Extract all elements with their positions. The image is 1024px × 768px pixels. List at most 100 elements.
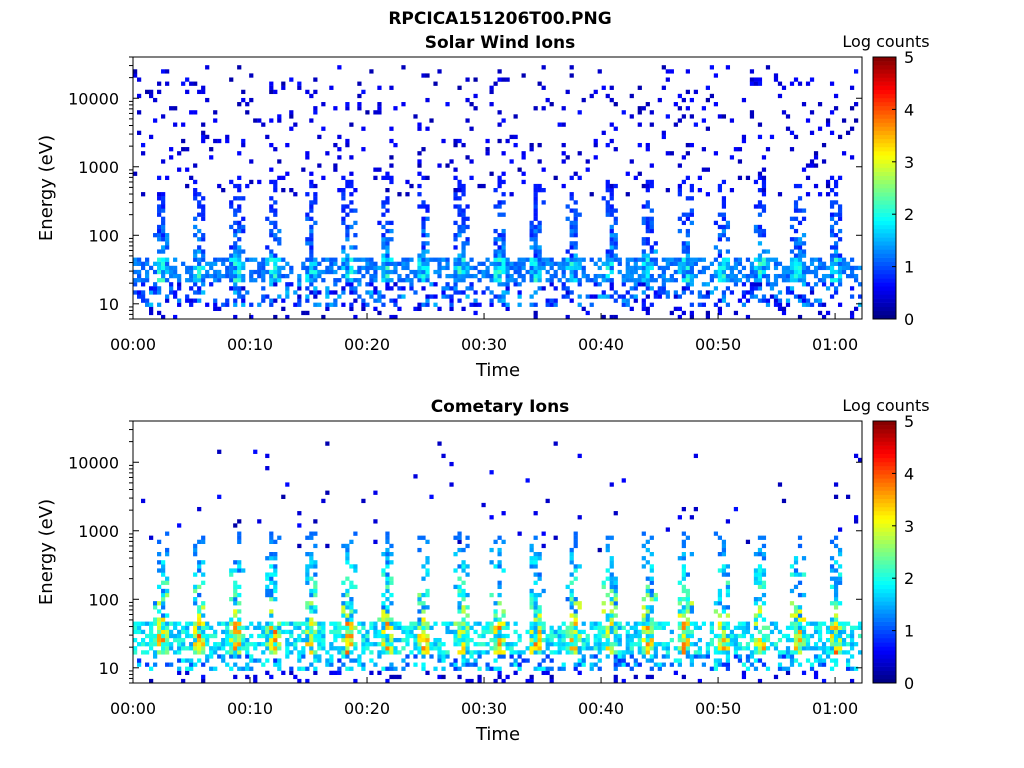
- heatmap-cell: [669, 261, 674, 266]
- heatmap-cell: [697, 294, 702, 299]
- colorbar-segment: [873, 482, 896, 487]
- heatmap-cell: [621, 298, 626, 303]
- heatmap-cell: [253, 642, 258, 647]
- heatmap-cell: [417, 625, 422, 630]
- heatmap-cell: [609, 642, 614, 647]
- heatmap-cell: [389, 662, 394, 667]
- heatmap-cell: [605, 183, 610, 189]
- heatmap-cell: [497, 666, 502, 671]
- heatmap-cell: [189, 621, 194, 626]
- heatmap-cell: [773, 646, 779, 651]
- heatmap-cell: [737, 658, 743, 663]
- heatmap-cell: [225, 138, 230, 144]
- heatmap-cell: [269, 646, 274, 651]
- heatmap-cell: [233, 560, 238, 565]
- heatmap-cell: [265, 453, 270, 459]
- heatmap-cell: [793, 609, 799, 614]
- heatmap-cell: [537, 617, 542, 622]
- heatmap-cell: [305, 572, 310, 577]
- heatmap-cell: [373, 261, 378, 266]
- heatmap-cell: [157, 637, 162, 643]
- heatmap-cell: [273, 552, 278, 557]
- heatmap-cell: [701, 302, 706, 307]
- heatmap-cell: [493, 261, 498, 266]
- heatmap-cell: [713, 102, 719, 107]
- heatmap-cell: [221, 642, 226, 647]
- heatmap-cell: [425, 302, 430, 307]
- heatmap-cell: [457, 547, 462, 553]
- heatmap-cell: [773, 257, 779, 262]
- heatmap-cell: [649, 568, 654, 573]
- heatmap-cell: [361, 126, 366, 131]
- heatmap-cell: [265, 245, 270, 250]
- heatmap-cell: [273, 658, 278, 663]
- heatmap-cell: [757, 637, 763, 643]
- heatmap-cell: [357, 294, 362, 299]
- heatmap-cell: [597, 642, 602, 647]
- heatmap-cell: [337, 294, 342, 299]
- heatmap-cell: [249, 654, 254, 659]
- heatmap-cell: [465, 237, 470, 242]
- heatmap-cell: [465, 204, 470, 209]
- heatmap-cell: [645, 650, 650, 655]
- heatmap-cell: [245, 290, 250, 295]
- heatmap-cell: [213, 642, 218, 647]
- heatmap-cell: [701, 662, 706, 667]
- heatmap-cell: [453, 535, 458, 540]
- heatmap-cell: [793, 613, 799, 618]
- heatmap-cell: [229, 642, 234, 647]
- heatmap-cell: [513, 269, 518, 275]
- heatmap-cell: [317, 273, 322, 279]
- heatmap-cell: [237, 560, 242, 565]
- heatmap-cell: [529, 556, 534, 561]
- heatmap-cell: [753, 613, 759, 618]
- heatmap-cell: [509, 642, 514, 647]
- heatmap-cell: [325, 650, 330, 655]
- heatmap-cell: [381, 646, 386, 651]
- heatmap-cell: [201, 605, 206, 610]
- heatmap-cell: [381, 269, 386, 275]
- colorbar-segment: [873, 65, 896, 70]
- heatmap-cell: [493, 678, 498, 684]
- heatmap-cell: [665, 290, 670, 295]
- heatmap-cell: [349, 613, 354, 618]
- heatmap-cell: [385, 633, 390, 639]
- heatmap-cell: [781, 269, 787, 275]
- heatmap-cell: [513, 621, 518, 626]
- heatmap-cell: [745, 646, 751, 651]
- heatmap-cell: [289, 110, 294, 115]
- heatmap-cell: [745, 278, 751, 283]
- heatmap-cell: [441, 621, 446, 626]
- heatmap-cell: [689, 552, 694, 557]
- heatmap-cell: [161, 114, 166, 119]
- heatmap-cell: [433, 269, 438, 275]
- heatmap-cell: [457, 257, 462, 262]
- heatmap-cell: [225, 302, 230, 307]
- heatmap-cell: [649, 228, 654, 234]
- heatmap-cell: [477, 642, 482, 647]
- heatmap-cell: [305, 629, 310, 635]
- heatmap-cell: [309, 261, 314, 266]
- heatmap-cell: [781, 498, 787, 504]
- heatmap-cell: [277, 175, 282, 181]
- heatmap-cell: [717, 188, 723, 193]
- heatmap-cell: [197, 192, 202, 197]
- heatmap-cell: [309, 625, 314, 630]
- heatmap-cell: [233, 273, 238, 279]
- heatmap-cell: [317, 163, 322, 168]
- heatmap-cell: [497, 646, 502, 651]
- heatmap-cell: [309, 179, 314, 185]
- colorbar-segment: [873, 73, 896, 78]
- heatmap-cell: [529, 257, 534, 262]
- heatmap-cell: [297, 511, 302, 516]
- heatmap-cell: [753, 269, 759, 275]
- heatmap-cell: [325, 302, 330, 307]
- heatmap-cell: [645, 261, 650, 266]
- heatmap-cell: [665, 188, 670, 193]
- heatmap-cell: [465, 543, 470, 549]
- heatmap-cell: [153, 269, 158, 275]
- heatmap-cell: [521, 257, 526, 262]
- heatmap-cell: [737, 278, 743, 283]
- heatmap-cell: [229, 666, 234, 671]
- heatmap-cell: [457, 269, 462, 275]
